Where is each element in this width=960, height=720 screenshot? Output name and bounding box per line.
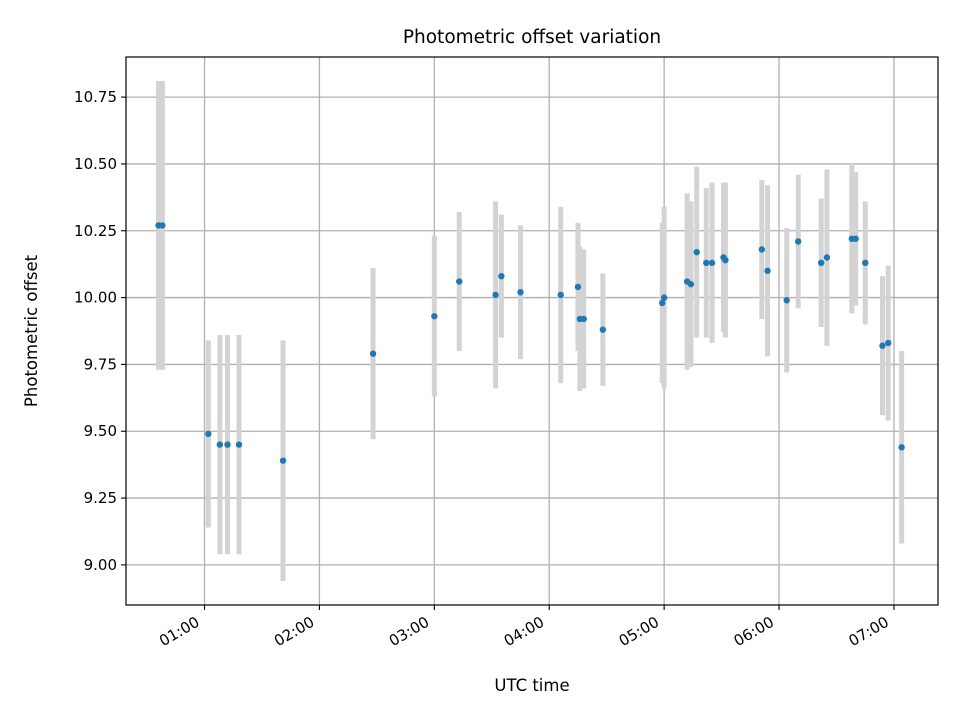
data-point [885,339,892,347]
plot-frame [125,56,939,606]
data-point [498,273,505,280]
data-point [159,222,166,229]
data-point [492,291,499,299]
data-point [205,430,212,438]
data-point [431,313,438,320]
y-tick-label: 9.25 [84,489,117,507]
data-point [862,259,869,267]
data-point [456,278,463,285]
data-point [783,297,790,304]
x-axis-title: UTC time [494,676,569,695]
y-tick-label: 9.00 [84,556,117,574]
y-axis-title: Photometric offset [22,254,41,407]
data-point [557,291,564,299]
chart-title: Photometric offset variation [403,27,661,48]
data-point [574,283,582,291]
data-point [660,294,668,301]
data-point [235,441,243,448]
y-tick-label: 10.75 [74,88,117,106]
y-tick-label: 9.75 [84,355,117,373]
data-point [224,441,231,448]
data-point [659,299,666,307]
data-point [703,259,710,267]
y-tick-label: 10.25 [74,222,117,240]
data-point [693,248,700,256]
data-point [580,315,587,323]
data-point [216,441,224,448]
data-point [898,444,905,451]
data-point [794,238,802,245]
data-point [687,281,695,288]
y-tick-label: 9.50 [84,422,117,440]
data-point [817,259,825,267]
data-point [599,326,607,333]
data-point [758,246,766,253]
data-point [852,235,859,242]
point-layer [155,222,905,464]
data-point [369,350,377,357]
y-tick-label: 10.50 [74,155,117,173]
data-point [517,289,524,296]
y-tick-label: 10.00 [74,289,117,307]
data-point [879,342,886,349]
data-point [708,259,716,267]
data-point [823,254,831,261]
data-point [764,267,771,275]
data-point [722,256,729,264]
data-point [279,457,287,464]
